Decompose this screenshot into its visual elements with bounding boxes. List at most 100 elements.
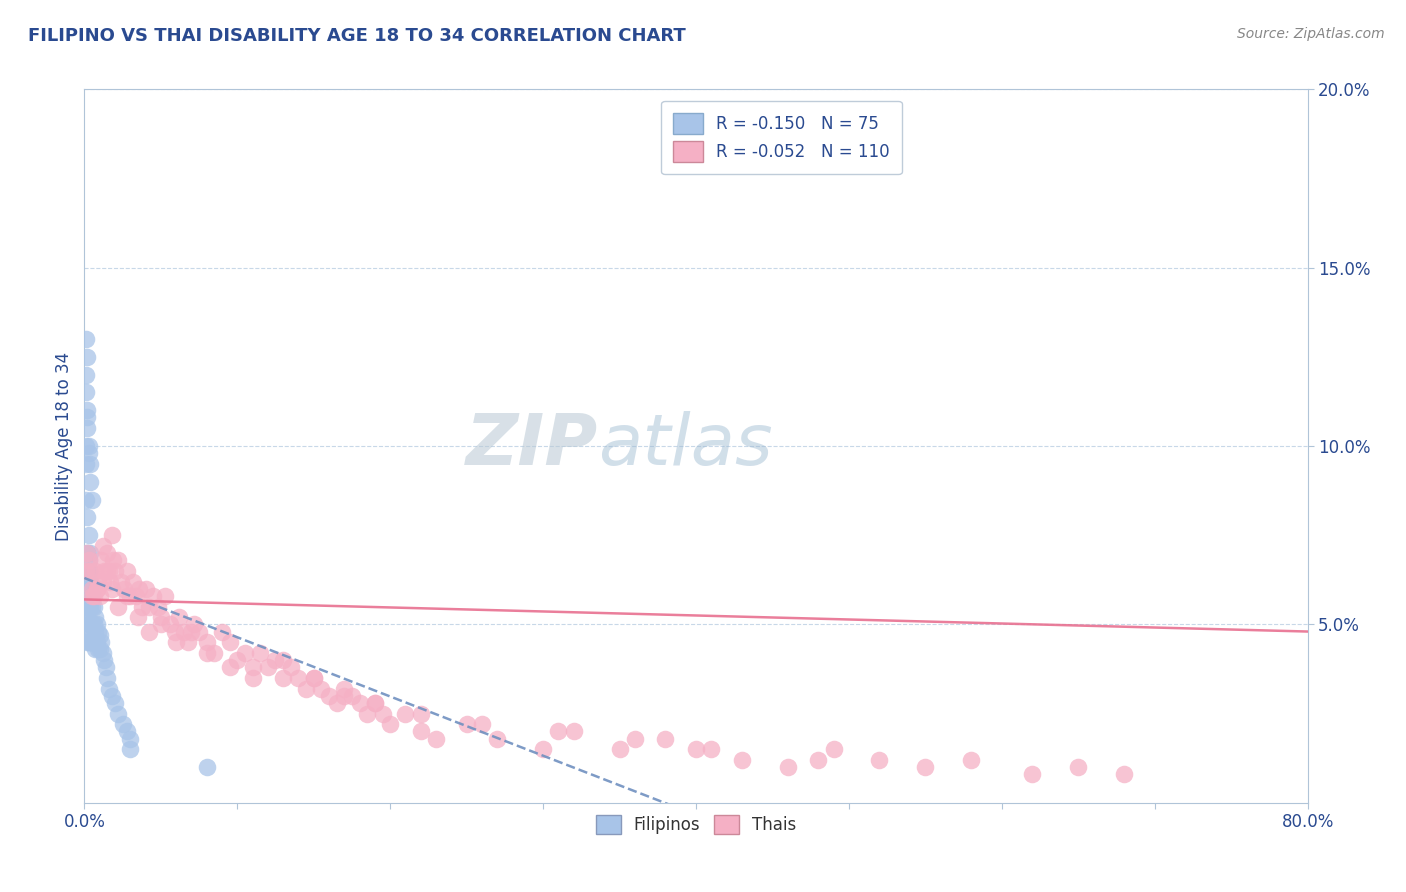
Point: [188, 624, 211, 639]
Point: [76, 564, 98, 578]
Point: [218, 660, 240, 674]
Point: [333, 681, 356, 696]
Point: [76, 403, 98, 417]
Point: [167, 610, 190, 624]
Point: [218, 635, 240, 649]
Point: [562, 724, 585, 739]
Point: [94, 660, 117, 674]
Point: [823, 742, 845, 756]
Point: [183, 617, 205, 632]
Point: [110, 574, 132, 589]
Point: [960, 753, 983, 767]
Point: [364, 696, 387, 710]
Point: [120, 589, 142, 603]
Point: [80, 589, 103, 603]
Point: [75, 457, 97, 471]
Point: [120, 742, 142, 756]
Point: [1067, 760, 1090, 774]
Point: [75, 610, 97, 624]
Point: [77, 439, 100, 453]
Point: [138, 624, 160, 639]
Point: [112, 582, 135, 596]
Y-axis label: Disability Age 18 to 34: Disability Age 18 to 34: [55, 351, 73, 541]
Point: [364, 696, 387, 710]
Point: [76, 599, 98, 614]
Point: [87, 642, 110, 657]
Point: [128, 582, 150, 596]
Point: [471, 717, 494, 731]
Point: [122, 574, 145, 589]
Point: [624, 731, 647, 746]
Point: [242, 660, 264, 674]
Point: [138, 599, 160, 614]
Point: [84, 610, 107, 624]
Point: [165, 635, 187, 649]
Point: [115, 589, 138, 603]
Point: [107, 706, 129, 721]
Point: [76, 574, 98, 589]
Point: [1021, 767, 1043, 781]
Point: [96, 564, 118, 578]
Point: [80, 617, 103, 632]
Point: [371, 706, 394, 721]
Point: [242, 671, 264, 685]
Point: [115, 724, 138, 739]
Point: [75, 492, 97, 507]
Point: [104, 696, 127, 710]
Point: [83, 617, 105, 632]
Point: [79, 574, 101, 589]
Point: [211, 624, 233, 639]
Point: [76, 510, 98, 524]
Point: [76, 589, 98, 603]
Point: [107, 599, 129, 614]
Point: [409, 706, 432, 721]
Point: [84, 564, 107, 578]
Point: [264, 653, 287, 667]
Point: [531, 742, 554, 756]
Point: [89, 628, 111, 642]
Point: [731, 753, 754, 767]
Point: [325, 696, 347, 710]
Point: [76, 635, 98, 649]
Point: [142, 589, 165, 603]
Point: [77, 635, 100, 649]
Point: [79, 546, 101, 560]
Point: [486, 731, 509, 746]
Point: [90, 635, 112, 649]
Point: [202, 646, 225, 660]
Point: [456, 717, 478, 731]
Point: [79, 617, 101, 632]
Point: [104, 564, 127, 578]
Point: [77, 617, 100, 632]
Point: [75, 385, 97, 400]
Point: [101, 582, 124, 596]
Point: [155, 589, 177, 603]
Point: [195, 646, 218, 660]
Point: [79, 589, 101, 603]
Point: [96, 546, 118, 560]
Point: [86, 635, 108, 649]
Point: [83, 599, 105, 614]
Point: [249, 646, 271, 660]
Point: [79, 475, 101, 489]
Point: [311, 681, 333, 696]
Point: [120, 731, 142, 746]
Point: [87, 574, 110, 589]
Point: [127, 610, 149, 624]
Point: [76, 564, 98, 578]
Point: [654, 731, 676, 746]
Point: [349, 696, 371, 710]
Point: [425, 731, 447, 746]
Point: [75, 368, 97, 382]
Point: [84, 624, 107, 639]
Point: [125, 589, 148, 603]
Point: [97, 564, 120, 578]
Point: [76, 610, 98, 624]
Point: [76, 410, 98, 425]
Point: [90, 553, 112, 567]
Point: [75, 564, 97, 578]
Point: [83, 635, 105, 649]
Point: [195, 635, 218, 649]
Point: [163, 624, 186, 639]
Point: [547, 724, 569, 739]
